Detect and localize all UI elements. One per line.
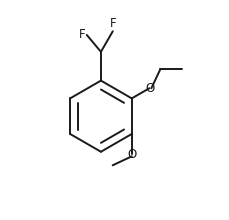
- Text: O: O: [127, 148, 136, 161]
- Text: F: F: [109, 17, 116, 30]
- Text: O: O: [144, 82, 154, 95]
- Text: F: F: [79, 28, 86, 41]
